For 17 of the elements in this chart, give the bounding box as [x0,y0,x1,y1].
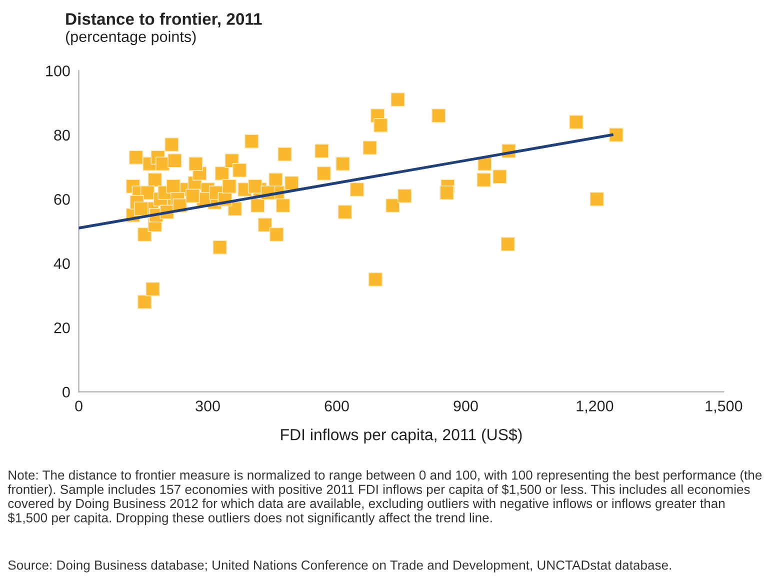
x-tick-label: 600 [324,400,349,412]
x-tick-label: 300 [196,400,220,412]
y-tick-label: 20 [54,322,70,334]
chart-title: Distance to frontier, 2011 [66,12,262,28]
y-tick-label: 0 [62,386,70,398]
y-tick-label: 100 [46,66,70,76]
x-tick-label: 900 [454,400,478,412]
y-tick-label: 60 [54,194,70,205]
y-tick-label: 40 [54,258,70,270]
x-tick-label: 1,500 [706,400,742,414]
chart-subtitle: (percentage points) [66,30,196,46]
x-tick-label: 0 [75,400,82,412]
source-note: Source: Doing Business database; United Nations Conference on Trade and Development, UNCTADstat database. [8,560,671,572]
x-axis-title: FDI inflows per capita, 2011 (US$) [281,428,522,444]
text: Note: The distance to frontier measure is normalized to range between 0 and 100, with 100 representing the best performance (the frontier). Sample includes 157 economies with positive 2011 FDI inflows per capita of $1,500 or less. This includes all economies covered by Doing Business 2012 for which data are available, excluding outliers with negative inflows or inflows greater than $1,500 per capita. Dropping these outliers does not significantly affect the trend line. [8,470,762,525]
y-tick-label: 80 [54,130,70,141]
x-tick-label: 1,200 [576,400,614,414]
